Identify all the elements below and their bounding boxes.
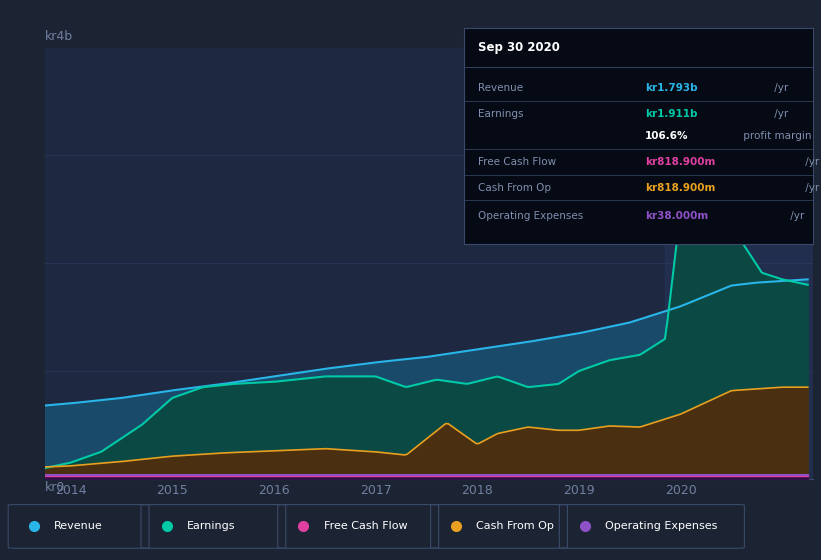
Text: Earnings: Earnings bbox=[187, 521, 236, 531]
Text: kr0: kr0 bbox=[45, 481, 66, 494]
Text: /yr: /yr bbox=[802, 183, 819, 193]
Text: Revenue: Revenue bbox=[478, 83, 523, 94]
Text: /yr: /yr bbox=[771, 83, 788, 94]
Text: 106.6%: 106.6% bbox=[645, 131, 689, 141]
Text: Revenue: Revenue bbox=[54, 521, 103, 531]
Text: Operating Expenses: Operating Expenses bbox=[605, 521, 718, 531]
Text: Free Cash Flow: Free Cash Flow bbox=[323, 521, 407, 531]
Text: kr818.900m: kr818.900m bbox=[645, 157, 716, 167]
Bar bbox=[665, 48, 813, 479]
Text: Cash From Op: Cash From Op bbox=[476, 521, 554, 531]
Text: kr38.000m: kr38.000m bbox=[645, 211, 709, 221]
Text: kr1.911b: kr1.911b bbox=[645, 109, 698, 119]
Text: Free Cash Flow: Free Cash Flow bbox=[478, 157, 556, 167]
Text: kr1.793b: kr1.793b bbox=[645, 83, 698, 94]
Text: /yr: /yr bbox=[787, 211, 804, 221]
Text: Earnings: Earnings bbox=[478, 109, 523, 119]
Text: Cash From Op: Cash From Op bbox=[478, 183, 551, 193]
Text: profit margin: profit margin bbox=[740, 131, 811, 141]
Text: Sep 30 2020: Sep 30 2020 bbox=[478, 41, 560, 54]
Text: kr818.900m: kr818.900m bbox=[645, 183, 716, 193]
Text: /yr: /yr bbox=[771, 109, 788, 119]
Text: Operating Expenses: Operating Expenses bbox=[478, 211, 583, 221]
Text: kr4b: kr4b bbox=[45, 30, 73, 43]
Text: /yr: /yr bbox=[802, 157, 819, 167]
